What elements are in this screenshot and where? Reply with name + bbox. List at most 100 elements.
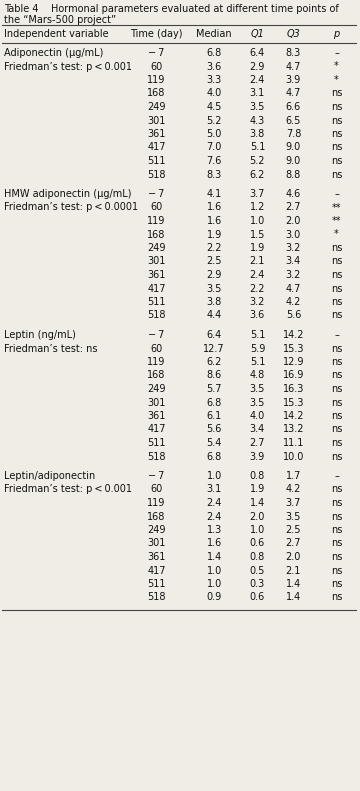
Text: 1.6: 1.6 <box>207 539 222 548</box>
Text: 5.6: 5.6 <box>286 311 301 320</box>
Text: Time (day): Time (day) <box>130 29 183 39</box>
Text: 2.7: 2.7 <box>285 202 301 213</box>
Text: 3.2: 3.2 <box>250 297 265 307</box>
Text: Friedman’s test: p < 0.001: Friedman’s test: p < 0.001 <box>4 485 132 494</box>
Text: 168: 168 <box>147 370 166 380</box>
Text: 6.2: 6.2 <box>250 169 265 180</box>
Text: ns: ns <box>331 283 342 293</box>
Text: 1.4: 1.4 <box>207 552 222 562</box>
Text: ns: ns <box>331 411 342 421</box>
Text: 5.0: 5.0 <box>207 129 222 139</box>
Text: 168: 168 <box>147 229 166 240</box>
Text: p: p <box>333 29 340 39</box>
Text: 518: 518 <box>147 311 166 320</box>
Text: 511: 511 <box>147 297 166 307</box>
Text: 2.1: 2.1 <box>286 566 301 576</box>
Text: 249: 249 <box>147 243 166 253</box>
Text: 11.1: 11.1 <box>283 438 304 448</box>
Text: Median: Median <box>197 29 232 39</box>
Text: 3.7: 3.7 <box>286 498 301 508</box>
Text: 2.9: 2.9 <box>250 62 265 71</box>
Text: 3.1: 3.1 <box>250 89 265 99</box>
Text: 1.4: 1.4 <box>286 592 301 603</box>
Text: 7.6: 7.6 <box>207 156 222 166</box>
Text: 1.0: 1.0 <box>207 579 222 589</box>
Text: 1.9: 1.9 <box>250 485 265 494</box>
Text: 2.1: 2.1 <box>250 256 265 267</box>
Text: 4.7: 4.7 <box>286 283 301 293</box>
Text: 5.6: 5.6 <box>207 425 222 434</box>
Text: 3.8: 3.8 <box>207 297 222 307</box>
Text: ns: ns <box>331 384 342 394</box>
Text: 511: 511 <box>147 438 166 448</box>
Text: 1.7: 1.7 <box>286 471 301 481</box>
Text: 417: 417 <box>147 425 166 434</box>
Text: 3.5: 3.5 <box>207 283 222 293</box>
Text: 14.2: 14.2 <box>283 411 304 421</box>
Text: 6.6: 6.6 <box>286 102 301 112</box>
Text: 2.0: 2.0 <box>286 552 301 562</box>
Text: 5.4: 5.4 <box>207 438 222 448</box>
Text: 518: 518 <box>147 169 166 180</box>
Text: 3.0: 3.0 <box>286 229 301 240</box>
Text: Adiponectin (μg/mL): Adiponectin (μg/mL) <box>4 48 103 58</box>
Text: 3.5: 3.5 <box>250 384 265 394</box>
Text: 249: 249 <box>147 384 166 394</box>
Text: 1.4: 1.4 <box>286 579 301 589</box>
Text: 168: 168 <box>147 512 166 521</box>
Text: 7.0: 7.0 <box>207 142 222 153</box>
Text: 2.5: 2.5 <box>285 525 301 535</box>
Text: 4.4: 4.4 <box>207 311 222 320</box>
Text: 249: 249 <box>147 102 166 112</box>
Text: the “Mars-500 project”: the “Mars-500 project” <box>4 15 116 25</box>
Text: ns: ns <box>331 102 342 112</box>
Text: 1.0: 1.0 <box>250 216 265 226</box>
Text: 3.9: 3.9 <box>286 75 301 85</box>
Text: − 7: − 7 <box>148 330 165 340</box>
Text: 0.5: 0.5 <box>250 566 265 576</box>
Text: 0.8: 0.8 <box>250 471 265 481</box>
Text: 3.6: 3.6 <box>207 62 222 71</box>
Text: 6.8: 6.8 <box>207 398 222 407</box>
Text: 0.3: 0.3 <box>250 579 265 589</box>
Text: 3.7: 3.7 <box>250 189 265 199</box>
Text: 417: 417 <box>147 283 166 293</box>
Text: 4.0: 4.0 <box>207 89 222 99</box>
Text: 301: 301 <box>147 539 166 548</box>
Text: 2.7: 2.7 <box>249 438 265 448</box>
Text: 3.2: 3.2 <box>286 243 301 253</box>
Text: ns: ns <box>331 525 342 535</box>
Text: 60: 60 <box>150 343 163 354</box>
Text: 9.0: 9.0 <box>286 142 301 153</box>
Text: *: * <box>334 62 339 71</box>
Text: 12.7: 12.7 <box>203 343 225 354</box>
Text: 518: 518 <box>147 452 166 461</box>
Text: 2.4: 2.4 <box>207 512 222 521</box>
Text: ns: ns <box>331 539 342 548</box>
Text: 14.2: 14.2 <box>283 330 304 340</box>
Text: 5.9: 5.9 <box>250 343 265 354</box>
Text: ns: ns <box>331 592 342 603</box>
Text: –: – <box>334 48 339 58</box>
Text: –: – <box>334 189 339 199</box>
Text: 2.4: 2.4 <box>207 498 222 508</box>
Text: 1.3: 1.3 <box>207 525 222 535</box>
Text: ns: ns <box>331 142 342 153</box>
Text: 13.2: 13.2 <box>283 425 304 434</box>
Text: ns: ns <box>331 452 342 461</box>
Text: 1.0: 1.0 <box>207 471 222 481</box>
Text: 6.2: 6.2 <box>207 357 222 367</box>
Text: 511: 511 <box>147 579 166 589</box>
Text: − 7: − 7 <box>148 471 165 481</box>
Text: 2.4: 2.4 <box>250 75 265 85</box>
Text: ns: ns <box>331 169 342 180</box>
Text: 4.8: 4.8 <box>250 370 265 380</box>
Text: 168: 168 <box>147 89 166 99</box>
Text: 7.8: 7.8 <box>286 129 301 139</box>
Text: Independent variable: Independent variable <box>4 29 108 39</box>
Text: ns: ns <box>331 297 342 307</box>
Text: 6.4: 6.4 <box>250 48 265 58</box>
Text: ns: ns <box>331 343 342 354</box>
Text: ns: ns <box>331 115 342 126</box>
Text: ns: ns <box>331 89 342 99</box>
